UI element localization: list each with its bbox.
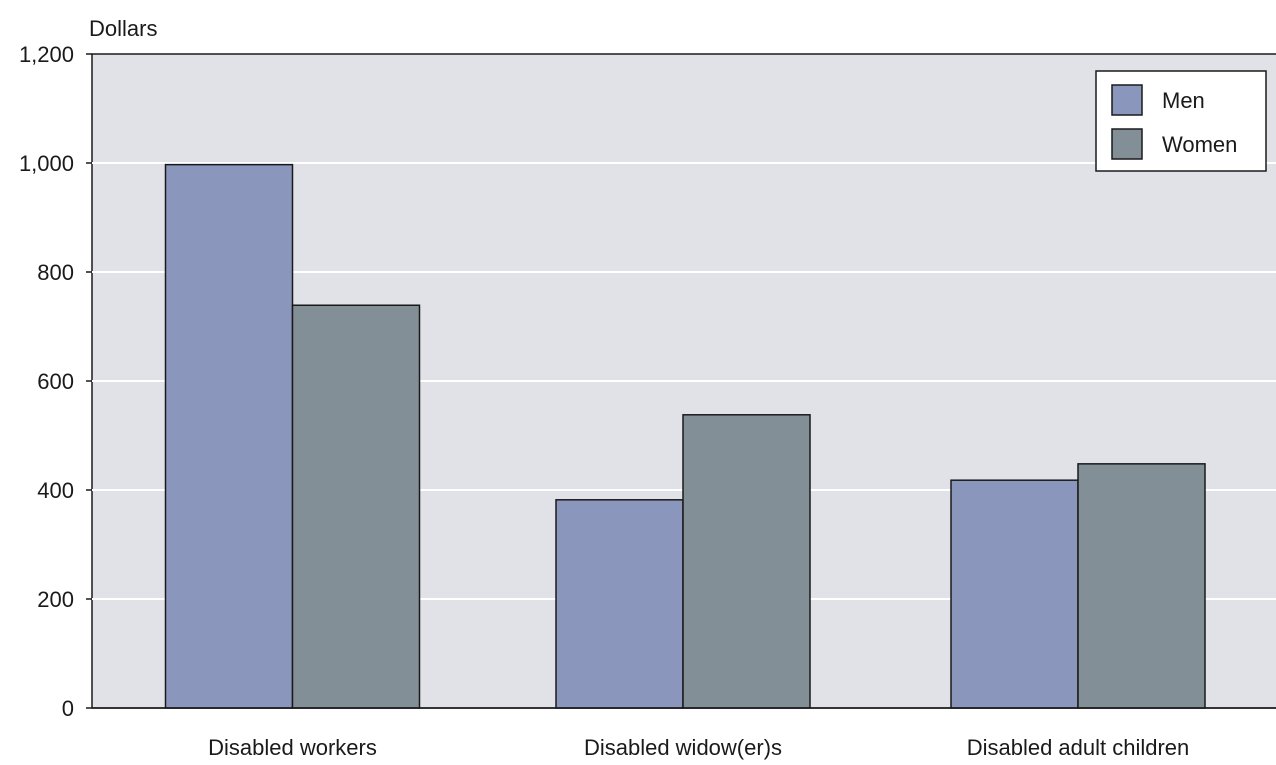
y-tick-label: 800 [37, 260, 74, 285]
bar-men-0 [164, 163, 294, 709]
bars [164, 163, 1206, 709]
y-tick-label: 200 [37, 587, 74, 612]
x-axis-categories: Disabled workers Disabled widow(er)s Disab… [208, 735, 1189, 760]
legend-label-women: Women [1162, 132, 1237, 157]
y-tick-label: 600 [37, 369, 74, 394]
y-tick-label: 1,000 [19, 151, 74, 176]
x-category-label: Disabled widow(er)s [584, 735, 782, 760]
legend: Men Women [1095, 70, 1267, 172]
y-axis-title: Dollars [89, 16, 157, 41]
legend-swatch-women [1111, 128, 1143, 160]
x-category-label: Disabled workers [208, 735, 377, 760]
x-category-label: Disabled adult children [967, 735, 1190, 760]
legend-swatch-men [1111, 84, 1143, 116]
bar-men-2 [950, 479, 1079, 709]
bar-women-2 [1077, 463, 1206, 709]
y-tick-label: 1,200 [19, 42, 74, 67]
y-tick-label: 0 [62, 696, 74, 721]
bar-men-1 [555, 499, 684, 709]
bar-women-0 [291, 304, 421, 709]
y-axis-ticks: 0 200 400 600 800 1,000 1,200 [19, 42, 92, 721]
bar-women-1 [682, 414, 811, 709]
y-tick-label: 400 [37, 478, 74, 503]
legend-label-men: Men [1162, 88, 1205, 113]
